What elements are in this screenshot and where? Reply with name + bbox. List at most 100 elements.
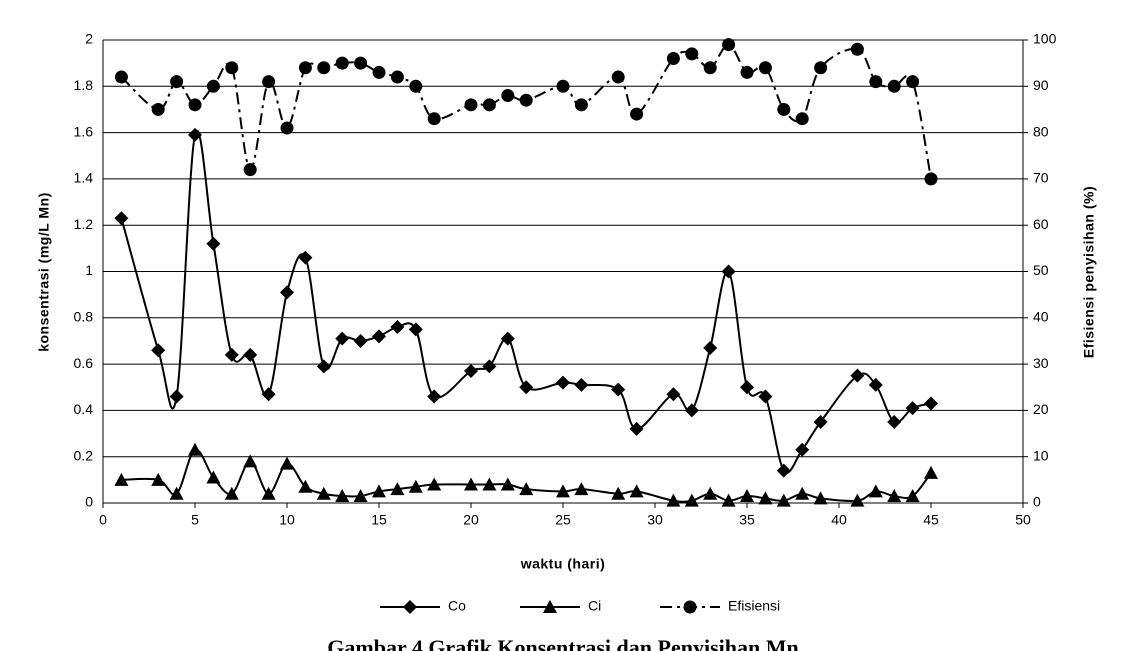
- data-point: [335, 331, 350, 346]
- y2-tick-label: 40: [1033, 309, 1049, 325]
- data-point: [722, 38, 736, 52]
- data-point: [335, 489, 350, 503]
- x-tick-label: 20: [463, 512, 479, 528]
- x-tick-label: 15: [371, 512, 387, 528]
- data-point: [224, 486, 239, 500]
- data-point: [629, 484, 644, 498]
- data-point: [170, 75, 184, 89]
- x-axis-title: waktu (hari): [520, 556, 606, 572]
- data-point: [372, 329, 386, 344]
- legend-label: Co: [448, 598, 466, 614]
- legend-label: Ci: [588, 598, 601, 614]
- data-point: [169, 486, 184, 500]
- data-point: [353, 489, 368, 503]
- data-point: [574, 98, 588, 112]
- data-point: [298, 61, 312, 75]
- data-point: [280, 456, 294, 470]
- data-point: [114, 472, 129, 486]
- data-point: [206, 79, 220, 93]
- data-point: [114, 70, 128, 84]
- data-point: [777, 102, 791, 116]
- y-tick-label: 1.4: [74, 170, 94, 186]
- data-point: [482, 98, 496, 112]
- x-tick-label: 0: [99, 512, 107, 528]
- data-point: [519, 482, 534, 496]
- data-point: [427, 477, 442, 491]
- data-point: [390, 482, 405, 496]
- data-point: [464, 364, 478, 379]
- y-tick-label: 0.4: [74, 401, 94, 417]
- data-point: [703, 340, 718, 355]
- data-point: [354, 56, 368, 70]
- data-point: [776, 493, 791, 507]
- y-tick-label: 0.6: [74, 355, 94, 371]
- data-point: [188, 442, 202, 456]
- y2-tick-label: 20: [1033, 401, 1049, 417]
- data-point: [556, 484, 570, 498]
- y2-tick-label: 10: [1033, 447, 1049, 463]
- y2-axis-title: Efisiensi penyisihan (%): [1081, 186, 1097, 358]
- data-point: [666, 493, 681, 507]
- data-point: [262, 75, 276, 89]
- data-point: [850, 42, 864, 56]
- data-point: [630, 107, 644, 121]
- data-point: [298, 250, 313, 265]
- data-point: [464, 98, 478, 112]
- y-tick-label: 0.2: [74, 447, 94, 463]
- data-point: [850, 493, 865, 507]
- data-point: [868, 377, 883, 392]
- data-point: [372, 65, 386, 79]
- data-point: [316, 486, 331, 500]
- data-point: [574, 377, 589, 392]
- y2-tick-label: 70: [1033, 170, 1049, 186]
- data-point: [482, 359, 497, 374]
- data-point: [206, 470, 221, 484]
- y-tick-label: 1.8: [74, 77, 94, 93]
- data-point: [869, 75, 883, 89]
- y2-tick-label: 0: [1033, 494, 1041, 510]
- x-tick-label: 30: [647, 512, 663, 528]
- data-point: [813, 491, 828, 505]
- x-tick-label: 5: [191, 512, 199, 528]
- x-tick-label: 45: [923, 512, 939, 528]
- data-point: [906, 75, 920, 89]
- y2-tick-label: 80: [1033, 123, 1049, 139]
- data-point: [243, 163, 257, 177]
- data-point: [188, 98, 202, 112]
- data-point: [703, 61, 717, 75]
- data-point: [556, 375, 570, 390]
- data-point: [169, 389, 184, 404]
- data-point: [721, 493, 736, 507]
- data-point: [905, 489, 920, 503]
- data-point: [224, 347, 239, 362]
- x-tick-label: 35: [739, 512, 755, 528]
- y2-tick-label: 100: [1033, 31, 1057, 47]
- data-point: [243, 454, 258, 468]
- data-point: [776, 463, 791, 478]
- data-point: [814, 61, 828, 75]
- data-point: [905, 401, 920, 416]
- data-point: [408, 479, 423, 493]
- legend-label: Efisiensi: [728, 598, 780, 614]
- data-point: [243, 347, 258, 362]
- y-tick-label: 2: [85, 31, 93, 47]
- data-point: [629, 421, 644, 436]
- data-point: [887, 414, 902, 429]
- y-tick-label: 0.8: [74, 309, 94, 325]
- data-point: [482, 477, 497, 491]
- x-tick-label: 25: [555, 512, 571, 528]
- data-point: [574, 482, 589, 496]
- x-tick-label: 10: [279, 512, 295, 528]
- data-point: [666, 52, 680, 66]
- x-tick-label: 50: [1015, 512, 1031, 528]
- data-point: [684, 493, 699, 507]
- data-point: [685, 47, 699, 61]
- data-point: [188, 127, 202, 142]
- data-point: [501, 89, 515, 103]
- y2-tick-label: 60: [1033, 216, 1049, 232]
- data-point: [427, 112, 441, 126]
- data-point: [261, 486, 276, 500]
- data-point: [887, 489, 902, 503]
- data-point: [740, 380, 754, 395]
